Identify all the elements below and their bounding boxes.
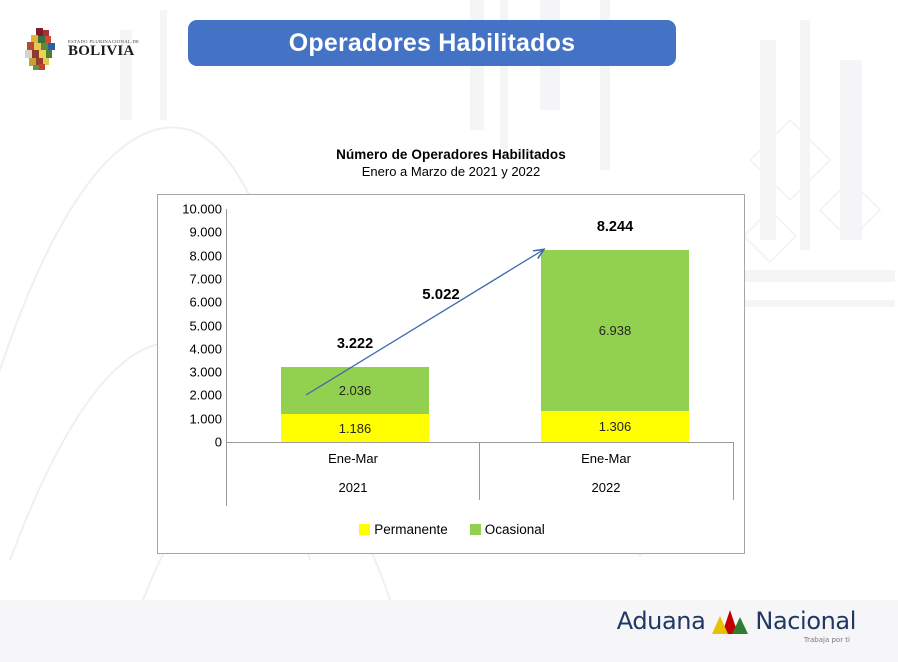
bolivia-state-logo: ESTADO PLURINACIONAL DE BOLIVIA bbox=[22, 26, 142, 72]
bar-stack-2022[interactable]: 6.938 1.306 bbox=[541, 249, 689, 442]
slide-title-banner: Operadores Habilitados bbox=[188, 20, 676, 66]
plot-area: 10.000 9.000 8.000 7.000 6.000 5.000 4.0… bbox=[158, 195, 746, 555]
category-separator bbox=[479, 442, 480, 500]
bolivia-supratext: ESTADO PLURINACIONAL DE bbox=[68, 39, 140, 44]
bar-segment-ocasional[interactable]: 6.938 bbox=[541, 249, 689, 412]
y-tick-label: 2.000 bbox=[189, 387, 222, 403]
bolivia-wordmark: ESTADO PLURINACIONAL DE BOLIVIA bbox=[68, 39, 139, 59]
chart-legend: Permanente Ocasional bbox=[158, 522, 746, 537]
legend-swatch-icon bbox=[359, 524, 371, 535]
growth-value-label: 5.022 bbox=[422, 286, 460, 303]
legend-label: Permanente bbox=[374, 522, 448, 537]
legend-label: Ocasional bbox=[484, 522, 545, 537]
chart-subtitle: Enero a Marzo de 2021 y 2022 bbox=[361, 164, 541, 179]
bar-segment-permanente[interactable]: 1.186 bbox=[281, 414, 429, 442]
bar-stack-2021[interactable]: 2.036 1.186 bbox=[281, 366, 429, 442]
y-tick-label: 5.000 bbox=[189, 318, 222, 333]
segment-value-label: 2.036 bbox=[338, 383, 372, 399]
bar-total-label: 8.244 bbox=[596, 219, 634, 235]
mountains-icon bbox=[712, 610, 749, 634]
category-separator bbox=[733, 442, 734, 500]
aduana-nacional-logo: Aduana Nacional Trabaja por ti bbox=[616, 607, 857, 644]
y-tick-label: 8.000 bbox=[189, 248, 222, 264]
chart-title: Número de Operadores Habilitados bbox=[336, 147, 566, 162]
category-label-year-2021: 2021 bbox=[338, 480, 368, 495]
category-label-month-2022: Ene-Mar bbox=[581, 451, 631, 466]
y-tick-label: 7.000 bbox=[189, 271, 222, 287]
bar-total-label: 3.222 bbox=[336, 336, 374, 352]
bolivia-country-name: BOLIVIA bbox=[68, 43, 135, 59]
bar-segment-ocasional[interactable]: 2.036 bbox=[281, 366, 429, 415]
y-tick-label: 6.000 bbox=[189, 294, 222, 310]
y-tick-label: 1.000 bbox=[189, 411, 222, 427]
y-tick-label: 0 bbox=[214, 434, 222, 450]
segment-value-label: 1.186 bbox=[338, 420, 372, 436]
aduana-logo-row: Aduana Nacional bbox=[616, 607, 857, 635]
chart-container: 10.000 9.000 8.000 7.000 6.000 5.000 4.0… bbox=[157, 194, 745, 554]
y-tick-label: 3.000 bbox=[189, 364, 222, 380]
y-tick-label: 10.000 bbox=[182, 201, 222, 217]
segment-value-label: 6.938 bbox=[598, 323, 632, 339]
category-label-year-2022: 2022 bbox=[591, 480, 621, 495]
y-tick-label: 4.000 bbox=[189, 341, 222, 357]
bolivia-emblem-icon bbox=[25, 28, 55, 70]
aduana-brand-second: Nacional bbox=[755, 607, 856, 635]
chart-title-block: Número de Operadores Habilitados Enero a… bbox=[157, 147, 745, 179]
legend-item-permanente[interactable]: Permanente bbox=[359, 522, 448, 537]
legend-item-ocasional[interactable]: Ocasional bbox=[469, 522, 545, 537]
y-tick-label: 9.000 bbox=[189, 224, 222, 240]
slide-title: Operadores Habilitados bbox=[288, 28, 576, 57]
legend-swatch-icon bbox=[469, 524, 481, 535]
aduana-tagline: Trabaja por ti bbox=[803, 636, 850, 644]
category-separator bbox=[226, 442, 227, 500]
bar-segment-permanente[interactable]: 1.306 bbox=[541, 411, 689, 442]
segment-value-label: 1.306 bbox=[598, 419, 632, 435]
aduana-brand-first: Aduana bbox=[616, 607, 706, 635]
category-label-month-2021: Ene-Mar bbox=[328, 451, 378, 466]
